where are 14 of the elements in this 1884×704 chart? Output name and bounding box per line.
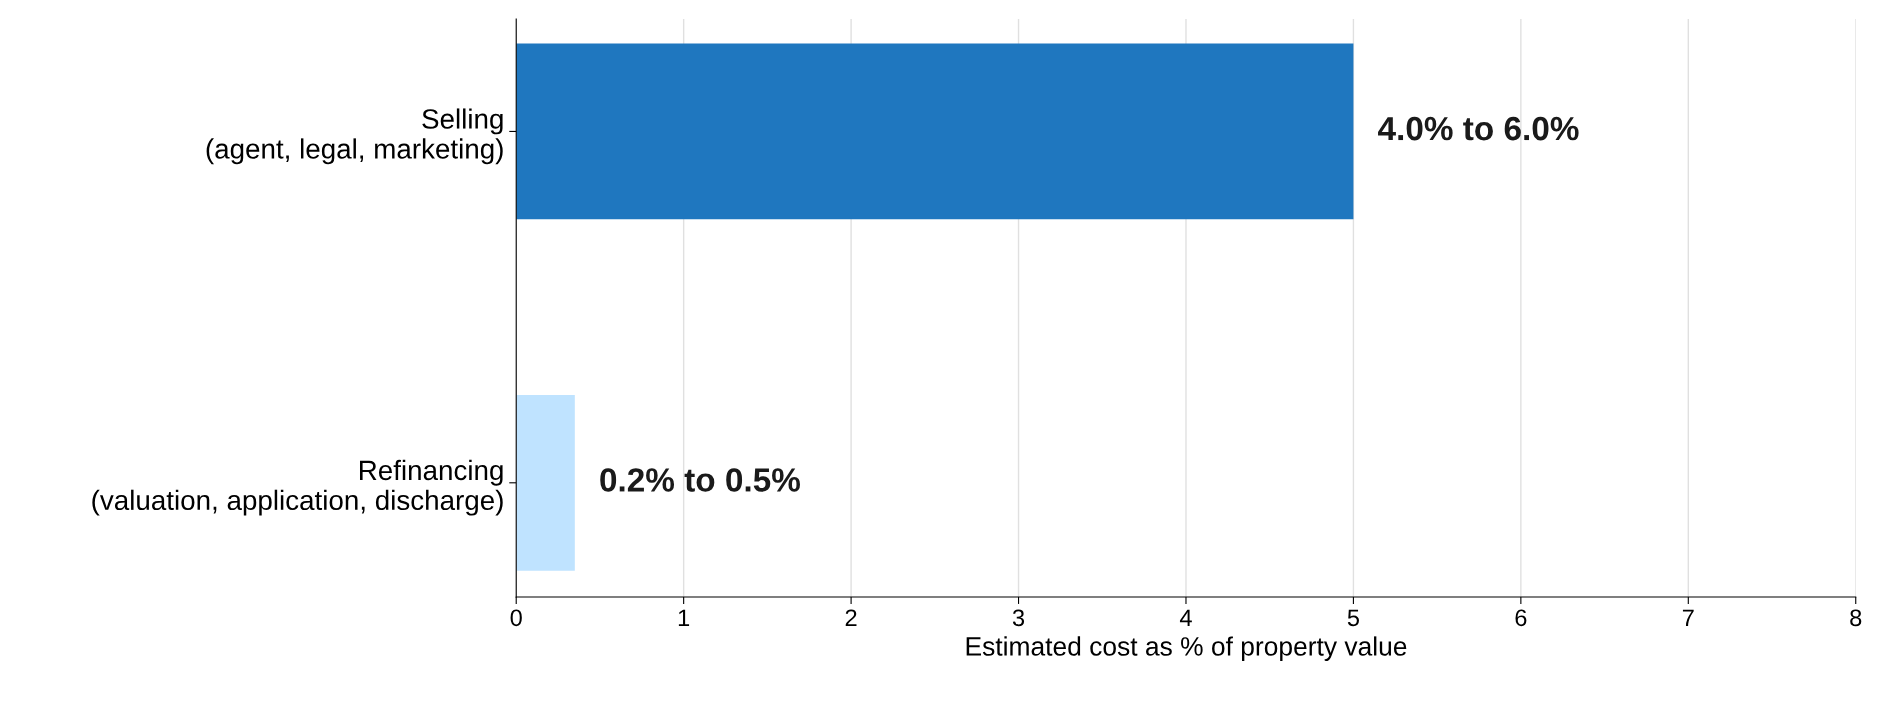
x-tick-label: 1 bbox=[678, 609, 690, 626]
annotation: 4.0% to 6.0% bbox=[1378, 116, 1579, 141]
x-axis-title: Estimated cost as % of property value bbox=[966, 636, 1407, 661]
x-tick-label: 7 bbox=[1682, 609, 1694, 626]
x-tick-label: 0 bbox=[510, 609, 522, 627]
x-tick-label: 8 bbox=[1850, 609, 1862, 627]
annotation: 0.2% to 0.5% bbox=[600, 468, 800, 492]
y-tick-label: Selling (agent, legal, marketing) bbox=[206, 108, 503, 165]
x-tick-label: 2 bbox=[845, 609, 857, 626]
x-tick-label: 4 bbox=[1179, 609, 1192, 626]
x-tick-label: 3 bbox=[1012, 609, 1025, 627]
y-tick-label: Refinancing (valuation, application, discharge) bbox=[92, 459, 503, 516]
x-tick-label: 5 bbox=[1347, 609, 1359, 627]
x-tick-label: 6 bbox=[1515, 609, 1527, 627]
